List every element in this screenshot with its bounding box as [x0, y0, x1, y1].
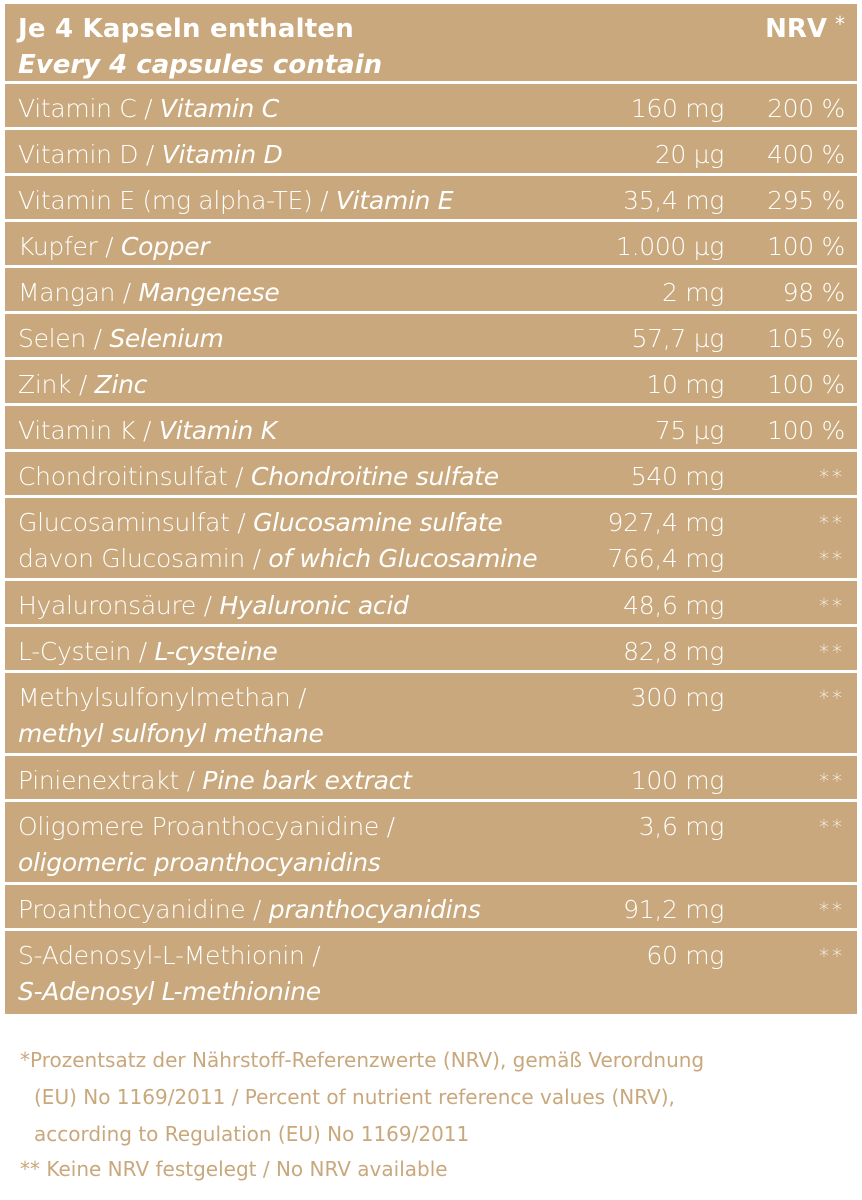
row-nrv: **	[819, 594, 845, 618]
table-row: Selen / Selenium 57,7 µg 105 %	[5, 314, 857, 360]
row-nrv: **	[819, 465, 845, 489]
header-title-en: Every 4 capsules contain	[18, 50, 383, 80]
row-amount: 927,4 mg 766,4 mg	[607, 508, 725, 573]
row-name: Pinienextrakt / Pine bark extract	[18, 766, 412, 795]
row-name: Kupfer / Copper	[18, 232, 210, 261]
table-row: Kupfer / Copper 1.000 µg 100 %	[5, 222, 857, 268]
row-amount: 160 mg	[630, 94, 725, 123]
row-amount: 60 mg	[646, 941, 724, 970]
row-nrv: 100 %	[767, 232, 845, 261]
row-nrv: 295 %	[767, 186, 845, 215]
table-row: Methylsulfonylmethan / methyl sulfonyl me…	[5, 673, 857, 756]
row-name: Vitamin C / Vitamin C	[18, 94, 279, 123]
row-amount: 540 mg	[630, 462, 725, 491]
row-name: Vitamin K / Vitamin K	[18, 416, 277, 445]
row-nrv: **	[819, 686, 845, 710]
table-row: Pinienextrakt / Pine bark extract 100 mg…	[5, 756, 857, 802]
row-nrv: **	[819, 815, 845, 839]
header-nrv-star: *	[835, 12, 845, 36]
footnote-line: *Prozentsatz der Nährstoff-Referenzwerte…	[20, 1048, 705, 1072]
row-amount: 91,2 mg	[623, 895, 724, 924]
row-name: Selen / Selenium	[18, 324, 224, 353]
row-name: S-Adenosyl-L-Methionin / S-Adenosyl L-met…	[18, 941, 321, 1006]
footnote-no-nrv: ** Keine NRV festgelegt / No NRV availab…	[20, 1157, 448, 1181]
row-name: Methylsulfonylmethan / methyl sulfonyl me…	[18, 683, 324, 748]
header-title-de: Je 4 Kapseln enthalten	[18, 14, 354, 44]
footnote-line: (EU) No 1169/2011 / Percent of nutrient …	[34, 1085, 675, 1109]
row-nrv: **	[819, 640, 845, 664]
table-row: S-Adenosyl-L-Methionin / S-Adenosyl L-met…	[5, 931, 857, 1014]
footnote-nrv: *Prozentsatz der Nährstoff-Referenzwerte…	[20, 1042, 850, 1153]
table-row: Vitamin D / Vitamin D 20 µg 400 %	[5, 130, 857, 176]
row-amount: 82,8 mg	[623, 637, 724, 666]
row-amount: 100 mg	[630, 766, 725, 795]
row-amount: 1.000 µg	[615, 232, 724, 261]
row-nrv: **	[819, 944, 845, 968]
row-nrv: 200 %	[767, 94, 845, 123]
row-name: Zink / Zinc	[18, 370, 148, 399]
row-name: Hyaluronsäure / Hyaluronic acid	[18, 591, 409, 620]
row-nrv: 400 %	[767, 140, 845, 169]
row-name: Vitamin D / Vitamin D	[18, 140, 283, 169]
table-row: Vitamin E (mg alpha-TE) / Vitamin E 35,4…	[5, 176, 857, 222]
row-name: Oligomere Proanthocyanidine / oligomeric …	[18, 812, 395, 877]
table-row: Zink / Zinc 10 mg 100 %	[5, 360, 857, 406]
row-amount: 20 µg	[654, 140, 724, 169]
table-row: Oligomere Proanthocyanidine / oligomeric …	[5, 802, 857, 885]
table-row: Mangan / Mangenese 2 mg 98 %	[5, 268, 857, 314]
row-nrv: **	[819, 898, 845, 922]
table-row: Hyaluronsäure / Hyaluronic acid 48,6 mg …	[5, 581, 857, 627]
table-row: Glucosaminsulfat / Glucosamine sulfate da…	[5, 498, 857, 581]
row-nrv: **	[819, 769, 845, 793]
table-row: Vitamin C / Vitamin C 160 mg 200 %	[5, 84, 857, 130]
table-header: Je 4 Kapseln enthalten Every 4 capsules …	[5, 4, 857, 84]
row-amount: 300 mg	[630, 683, 725, 712]
row-amount: 57,7 µg	[631, 324, 725, 353]
header-nrv-label: NRV	[765, 14, 827, 44]
table-row: Vitamin K / Vitamin K 75 µg 100 %	[5, 406, 857, 452]
row-nrv: 98 %	[782, 278, 846, 307]
row-nrv: 100 %	[767, 370, 845, 399]
row-name: L-Cystein / L-cysteine	[18, 637, 278, 666]
row-name: Vitamin E (mg alpha-TE) / Vitamin E	[18, 186, 454, 215]
row-amount: 2 mg	[661, 278, 724, 307]
row-amount: 75 µg	[654, 416, 724, 445]
row-amount: 48,6 mg	[623, 591, 724, 620]
row-name: Chondroitinsulfat / Chondroitine sulfate	[18, 462, 499, 491]
row-nrv: 100 %	[767, 416, 845, 445]
row-name: Proanthocyanidine / pranthocyanidins	[18, 895, 481, 924]
row-amount: 3,6 mg	[638, 812, 725, 841]
row-amount: 35,4 mg	[623, 186, 724, 215]
row-name: Glucosaminsulfat / Glucosamine sulfate da…	[18, 508, 538, 573]
table-row: Proanthocyanidine / pranthocyanidins 91,…	[5, 885, 857, 931]
table-row: L-Cystein / L-cysteine 82,8 mg **	[5, 627, 857, 673]
table-row: Chondroitinsulfat / Chondroitine sulfate…	[5, 452, 857, 498]
row-nrv: 105 %	[767, 324, 845, 353]
row-nrv: ** **	[819, 511, 845, 571]
nutrition-table: Je 4 Kapseln enthalten Every 4 capsules …	[5, 4, 857, 1014]
row-amount: 10 mg	[646, 370, 724, 399]
footnote-line: according to Regulation (EU) No 1169/201…	[34, 1122, 470, 1146]
row-name: Mangan / Mangenese	[18, 278, 280, 307]
